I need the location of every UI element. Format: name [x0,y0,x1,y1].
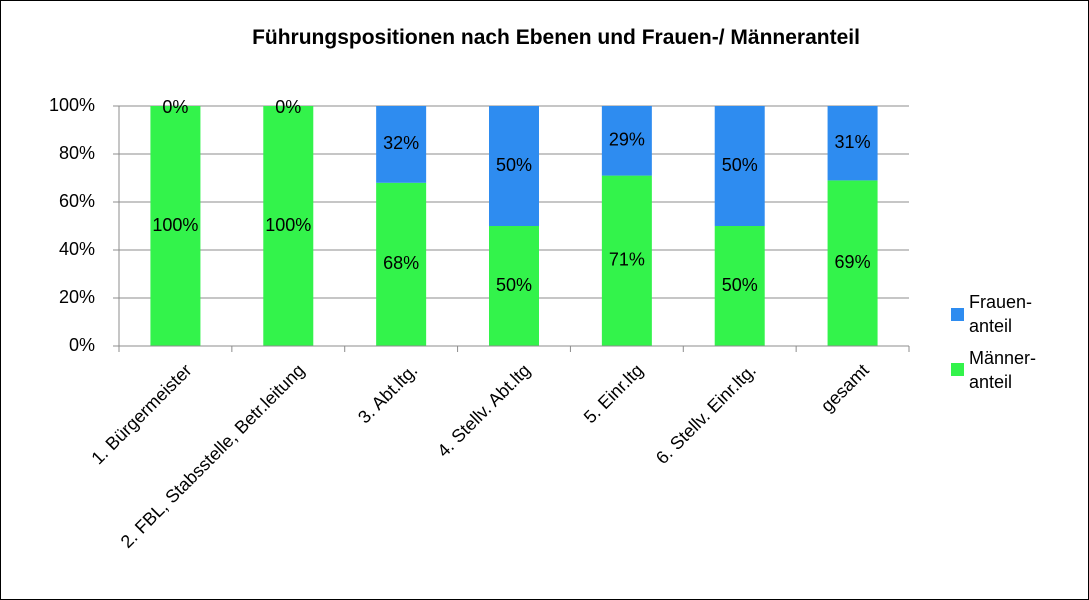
data-label: 100% [265,215,311,235]
x-tick-label: 6. Stellv. Einr.ltg. [652,360,760,468]
bar-segment [827,106,878,181]
data-label: 71% [609,250,645,270]
bar-segment [714,226,765,346]
data-label: 31% [835,132,871,152]
x-tick-label: 2. FBL, Stabsstelle, Betr.leitung [117,360,309,552]
x-tick-label: 3. Abt.ltg. [354,360,421,427]
x-tick-label: 4. Stellv. Abt.ltg [433,360,534,461]
bar-segment [263,106,314,346]
data-label: 50% [722,275,758,295]
x-tick-label: 5. Einr.ltg [580,360,647,427]
bar-segment [827,180,878,346]
bar-segment [601,106,652,176]
bar-segment [376,106,427,183]
bar-segment [150,106,201,346]
x-tick-label: gesamt [817,360,873,416]
legend-swatch [951,363,964,376]
data-label: 100% [152,215,198,235]
bar-segment [489,226,539,346]
legend-label: Männer-anteil [969,348,1037,392]
data-label: 50% [722,155,758,175]
data-label: 68% [383,253,419,273]
data-label: 50% [496,275,532,295]
data-label: 29% [609,130,645,150]
data-label: 50% [496,155,532,175]
bar-segment [601,175,652,346]
y-tick-label: 80% [59,143,95,163]
legend-swatch [951,308,964,321]
y-tick-label: 0% [69,335,95,355]
data-label: 69% [835,252,871,272]
data-label: 32% [383,133,419,153]
y-tick-label: 100% [49,95,95,115]
chart-title: Führungspositionen nach Ebenen und Fraue… [252,26,860,49]
y-tick-label: 60% [59,191,95,211]
bar-segment [376,182,427,346]
legend-label: Frauen-anteil [969,292,1033,336]
data-label: 0% [162,97,188,117]
bar-segment [714,106,765,226]
x-tick-label: 1. Bürgermeister [87,360,195,468]
bar-segment [489,106,539,226]
data-label: 0% [275,97,301,117]
y-tick-label: 20% [59,287,95,307]
y-tick-label: 40% [59,239,95,259]
